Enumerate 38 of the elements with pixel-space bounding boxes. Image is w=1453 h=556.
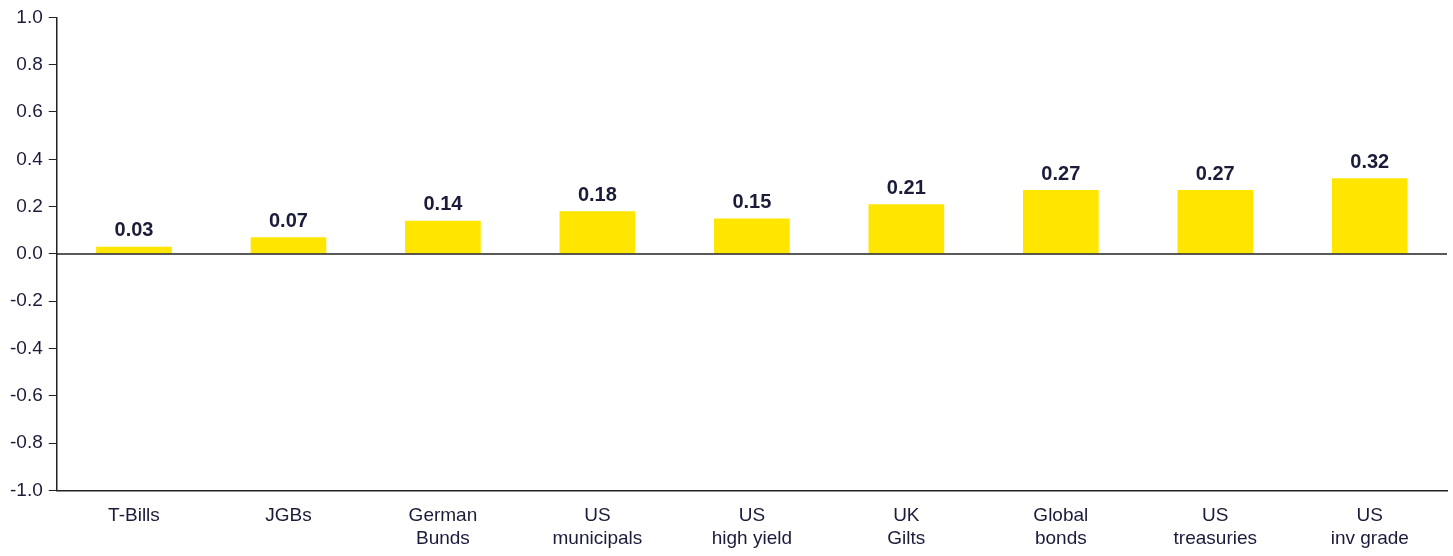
bar [559, 211, 636, 254]
bar [1331, 178, 1408, 254]
x-tick-label: US inv grade [1330, 504, 1409, 548]
y-tick-label: 0.0 [16, 242, 43, 264]
y-tick-label: -0.8 [9, 431, 43, 453]
x-tick-label: US treasuries [1173, 504, 1257, 548]
data-label: 0.21 [886, 175, 926, 198]
y-tick-label: 1.0 [16, 5, 43, 27]
bar [714, 218, 790, 254]
bar [868, 204, 945, 254]
data-label: 0.15 [732, 189, 772, 212]
bar [250, 237, 327, 254]
x-tick-label: German Bunds [408, 504, 478, 548]
x-tick-label: US high yield [711, 504, 793, 548]
data-label: 0.07 [268, 208, 308, 231]
y-tick-label: -0.2 [9, 289, 43, 311]
data-label: 0.32 [1350, 149, 1390, 172]
data-label: 0.03 [114, 218, 154, 241]
bar [1022, 190, 1099, 254]
data-label: 0.27 [1195, 161, 1235, 184]
bar [96, 246, 172, 254]
x-tick-label: JGBs [265, 504, 312, 526]
data-label: 0.27 [1041, 161, 1081, 184]
bar [1177, 190, 1254, 254]
y-tick-label: 0.6 [16, 100, 43, 122]
y-tick-label: -1.0 [9, 478, 43, 500]
y-tick-label: 0.2 [16, 194, 43, 216]
x-tick-label: US municipals [552, 504, 643, 548]
x-tick-label: T-Bills [108, 504, 160, 526]
y-tick-label: -0.6 [9, 384, 43, 406]
x-tick-label: UK Gilts [887, 504, 926, 548]
x-tick-label: Global bonds [1033, 504, 1089, 548]
bar [405, 220, 481, 254]
y-tick-label: 0.4 [16, 147, 44, 169]
data-label: 0.18 [577, 182, 617, 205]
y-tick-label: 0.8 [16, 52, 43, 74]
y-tick-label: -0.4 [9, 336, 44, 358]
data-label: 0.14 [423, 192, 464, 215]
